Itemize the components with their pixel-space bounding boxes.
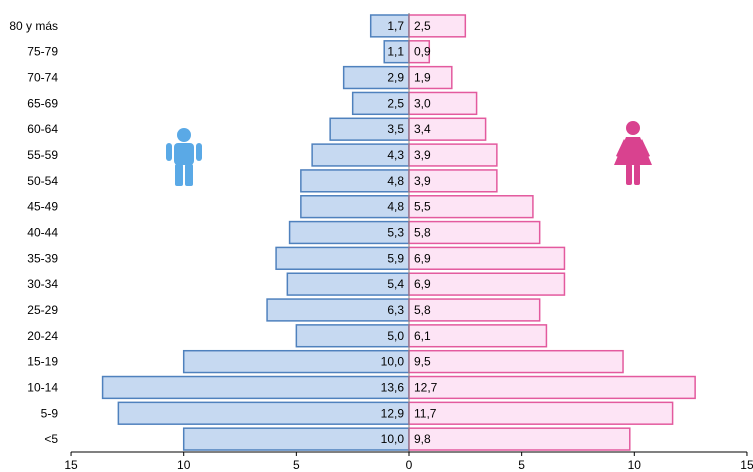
x-tick-label-1: 10: [177, 458, 191, 472]
value-label-right-9: 5,5: [414, 200, 431, 214]
value-label-left-3: 10,0: [381, 355, 405, 369]
category-label-11: 55-59: [27, 148, 58, 162]
icons-layer: [166, 121, 652, 186]
x-tick-label-6: 15: [740, 458, 753, 472]
value-label-left-14: 2,9: [387, 71, 404, 85]
x-tick-label-2: 5: [293, 458, 300, 472]
labels-layer: 10,0 9,8 <5 12,9 11,7 5-9 13,6 12,7 10-14 10,0 9,5…: [9, 19, 437, 446]
value-label-left-11: 4,3: [387, 148, 404, 162]
category-label-3: 15-19: [27, 355, 58, 369]
value-label-left-5: 6,3: [387, 303, 404, 317]
value-label-right-12: 3,4: [414, 122, 431, 136]
bar-right-7: [408, 246, 566, 270]
value-label-right-5: 5,8: [414, 303, 431, 317]
category-label-9: 45-49: [27, 200, 58, 214]
category-label-12: 60-64: [27, 122, 58, 136]
value-label-left-16: 1,7: [387, 19, 404, 33]
bar-right-3: [408, 349, 624, 374]
category-label-13: 65-69: [27, 96, 58, 110]
value-label-right-8: 5,8: [414, 226, 431, 240]
value-label-left-15: 1,1: [387, 45, 404, 59]
value-label-right-3: 9,5: [414, 355, 431, 369]
value-label-right-7: 6,9: [414, 251, 431, 265]
bar-left-0: [182, 427, 410, 451]
x-tick-label-3: 0: [406, 458, 413, 472]
x-axis: 15 10 5 0 5 10 15: [64, 13, 753, 472]
value-label-right-14: 1,9: [414, 71, 431, 85]
x-tick-label-4: 5: [518, 458, 525, 472]
x-tick-label-5: 10: [628, 458, 642, 472]
bar-left-3: [182, 349, 410, 374]
category-label-1: 5-9: [41, 406, 59, 420]
value-label-left-4: 5,0: [387, 329, 404, 343]
x-tick-label-0: 15: [64, 458, 78, 472]
value-label-left-2: 13,6: [381, 380, 405, 394]
value-label-left-0: 10,0: [381, 432, 405, 446]
category-label-6: 30-34: [27, 277, 58, 291]
value-label-left-13: 2,5: [387, 96, 404, 110]
value-label-right-4: 6,1: [414, 329, 431, 343]
bar-left-2: [101, 375, 410, 400]
bar-right-1: [408, 401, 674, 425]
value-label-left-8: 5,3: [387, 226, 404, 240]
value-label-right-0: 9,8: [414, 432, 431, 446]
male-person-icon: [166, 128, 202, 186]
bar-right-6: [408, 272, 566, 296]
category-label-16: 80 y más: [9, 19, 58, 33]
category-label-4: 20-24: [27, 329, 58, 343]
value-label-left-6: 5,4: [387, 277, 404, 291]
category-label-0: <5: [44, 432, 58, 446]
category-label-5: 25-29: [27, 303, 58, 317]
bar-right-0: [408, 427, 631, 451]
value-label-left-12: 3,5: [387, 122, 404, 136]
value-label-right-11: 3,9: [414, 148, 431, 162]
category-label-15: 75-79: [27, 45, 58, 59]
category-label-10: 50-54: [27, 174, 58, 188]
value-label-right-15: 0,9: [414, 45, 431, 59]
category-label-2: 10-14: [27, 380, 58, 394]
bar-left-1: [117, 401, 410, 425]
value-label-left-7: 5,9: [387, 251, 404, 265]
category-label-8: 40-44: [27, 226, 58, 240]
value-label-left-1: 12,9: [381, 406, 405, 420]
category-label-7: 35-39: [27, 251, 58, 265]
value-label-right-1: 11,7: [414, 406, 437, 420]
category-label-14: 70-74: [27, 71, 58, 85]
value-label-right-2: 12,7: [414, 380, 438, 394]
value-label-left-10: 4,8: [387, 174, 404, 188]
value-label-right-16: 2,5: [414, 19, 431, 33]
value-label-right-10: 3,9: [414, 174, 431, 188]
bar-right-2: [408, 375, 696, 400]
value-label-left-9: 4,8: [387, 200, 404, 214]
female-person-icon: [614, 121, 652, 185]
value-label-right-13: 3,0: [414, 96, 431, 110]
value-label-right-6: 6,9: [414, 277, 431, 291]
